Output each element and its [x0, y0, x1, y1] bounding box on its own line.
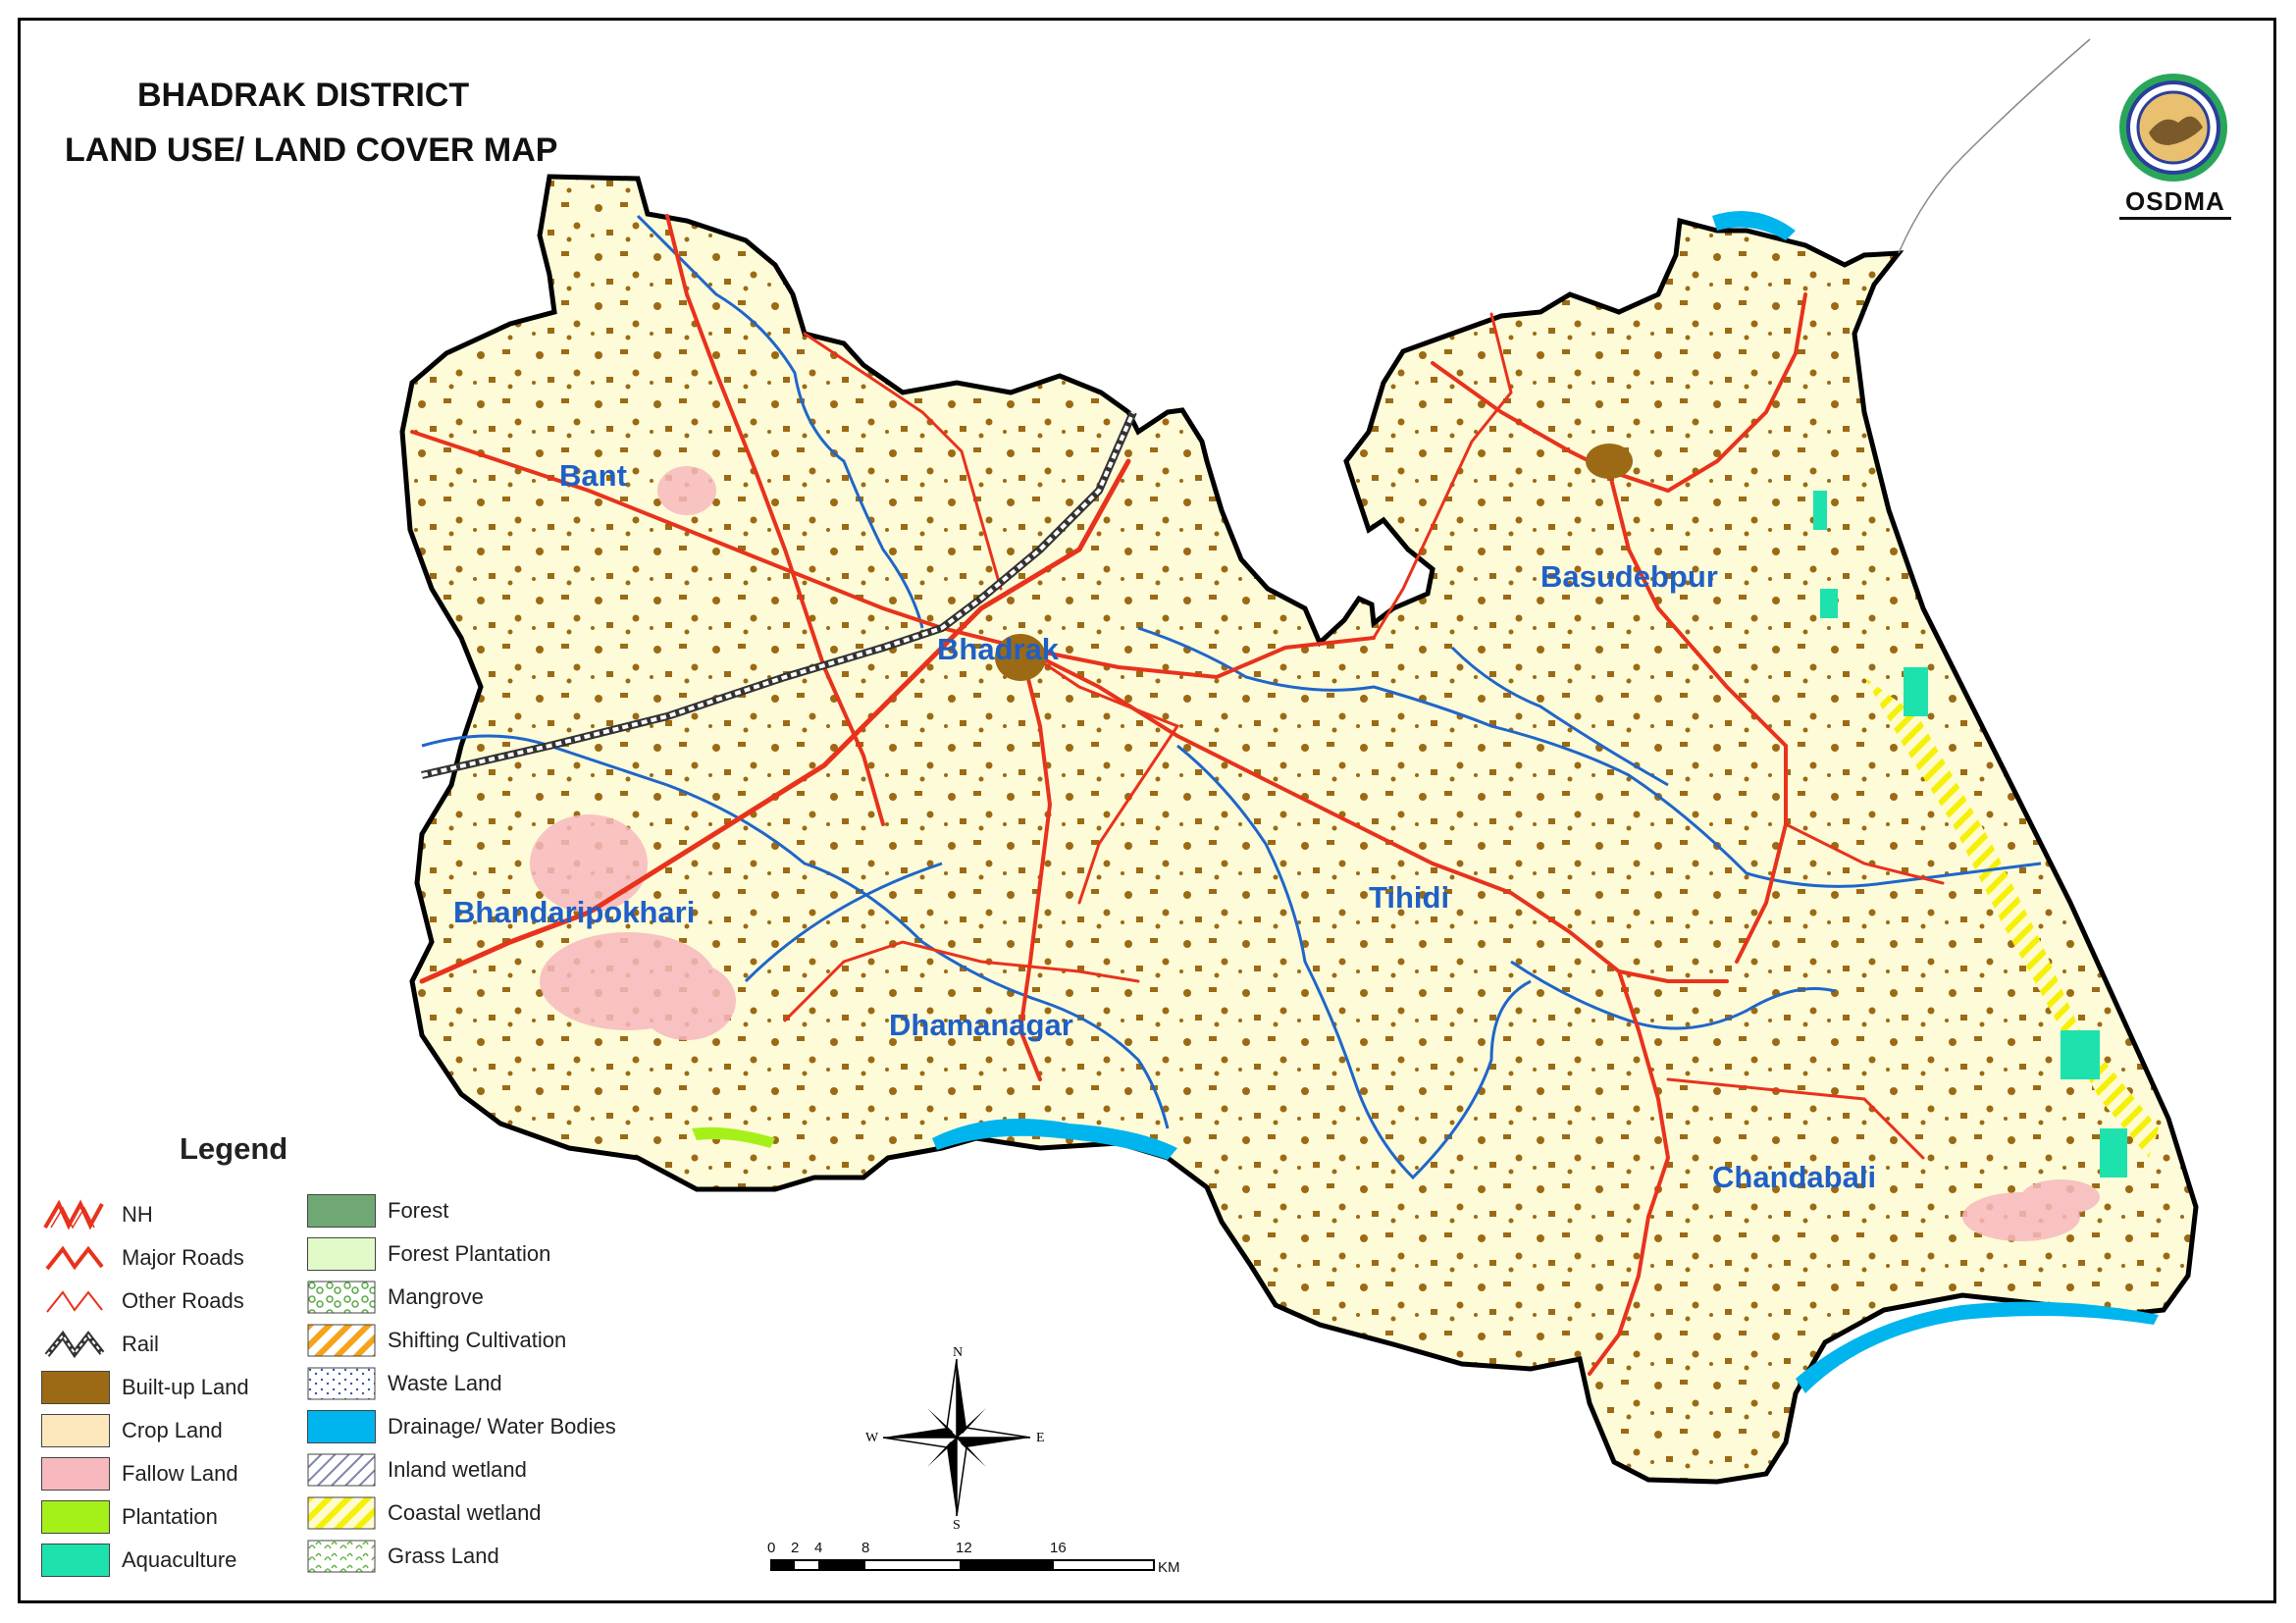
legend-label: Forest [388, 1198, 449, 1223]
compass-n: N [953, 1345, 963, 1360]
scale-tick-4: 4 [814, 1540, 822, 1556]
coastline-outline [1898, 38, 2091, 254]
compass-e: E [1036, 1431, 1045, 1445]
major-road-7 [1607, 469, 1788, 964]
place-label-dhamanagar: Dhamanagar [889, 1008, 1073, 1042]
compass-w: W [865, 1431, 879, 1445]
major-road-3 [665, 214, 885, 826]
legend-title: Legend [180, 1131, 288, 1166]
map-title-landuse: LAND USE/ LAND COVER MAP [65, 131, 558, 169]
legend-label: Crop Land [122, 1418, 223, 1442]
legend-label: Rail [122, 1332, 159, 1356]
place-label-chandabali: Chandabali [1712, 1160, 1876, 1194]
legend-label: Aquaculture [122, 1547, 237, 1572]
map-title-district: BHADRAK DISTRICT [137, 77, 470, 114]
major-road-2 [1018, 646, 1729, 983]
major-road-1 [410, 430, 1376, 680]
scale-tick-12: 12 [956, 1540, 972, 1556]
bhadrak-town [995, 634, 1046, 681]
legend-label: Waste Land [388, 1371, 502, 1395]
scale-tick-labels: 0 2 4 8 12 16 [767, 1540, 1067, 1556]
major-road-4 [1018, 646, 1053, 1081]
aquaculture-patches [1813, 491, 2127, 1178]
district-boundary [399, 174, 2199, 1485]
legend-item-forest-plantation: Forest Plantation [307, 1236, 550, 1272]
scale-tick-8: 8 [861, 1540, 869, 1556]
osdma-logo-text: OSDMA [2119, 186, 2231, 220]
legend-item-plantation: Plantation [41, 1499, 218, 1535]
scale-unit: KM [1158, 1559, 1180, 1576]
legend-label: NH [122, 1202, 153, 1227]
legend-item-nh: NH [41, 1197, 153, 1232]
legend-label: Mangrove [388, 1284, 484, 1309]
scale-tick-2: 2 [791, 1540, 799, 1556]
legend-item-forest: Forest [307, 1193, 448, 1229]
legend-item-waste-land: Waste Land [307, 1366, 502, 1401]
osdma-seal-icon [2119, 74, 2227, 182]
place-label-bant: Bant [559, 458, 627, 493]
legend-item-shifting-cultivation: Shifting Cultivation [307, 1323, 566, 1358]
scale-bar: 0 2 4 8 12 16 KM [767, 1540, 1180, 1576]
rail-line [421, 410, 1137, 779]
legend-item-built-up-land: Built-up Land [41, 1370, 249, 1405]
place-label-bhadrak: Bhadrak [937, 632, 1060, 666]
legend-item-crop-land: Crop Land [41, 1413, 223, 1448]
legend-item-rail: Rail [41, 1327, 159, 1362]
scale-tick-0: 0 [767, 1540, 775, 1556]
legend-label: Forest Plantation [388, 1241, 551, 1266]
legend-label: Drainage/ Water Bodies [388, 1414, 616, 1439]
legend-label: Major Roads [122, 1245, 244, 1270]
fallow-land-patches [530, 466, 2100, 1241]
legend-item-other-roads: Other Roads [41, 1283, 244, 1319]
legend-label: Built-up Land [122, 1375, 249, 1399]
water-bodies [692, 211, 2159, 1393]
basudebpur-town [1586, 444, 1633, 479]
place-label-basudebpur: Basudebpur [1540, 559, 1718, 594]
legend-item-fallow-land: Fallow Land [41, 1456, 238, 1492]
legend-label: Fallow Land [122, 1461, 238, 1486]
compass-s: S [953, 1518, 961, 1531]
major-road-5 [1588, 969, 1671, 1376]
scale-tick-16: 16 [1050, 1540, 1067, 1556]
legend-label: Plantation [122, 1504, 218, 1529]
legend-item-drainage-water-bodies: Drainage/ Water Bodies [307, 1409, 616, 1444]
rivers [421, 214, 2042, 1180]
legend-label: Grass Land [388, 1544, 499, 1568]
compass-rose-icon: N S E W [865, 1345, 1045, 1531]
legend-item-coastal-wetland: Coastal wetland [307, 1495, 542, 1531]
place-label-bhandaripokhari: Bhandaripokhari [453, 895, 695, 929]
legend-label: Shifting Cultivation [388, 1328, 567, 1352]
legend-label: Coastal wetland [388, 1500, 542, 1525]
major-road-6 [1431, 292, 1807, 494]
roads [410, 214, 1945, 1376]
legend-item-mangrove: Mangrove [307, 1280, 484, 1315]
legend-item-aquaculture: Aquaculture [41, 1543, 236, 1578]
place-label-tihidi: Tihidi [1369, 880, 1449, 915]
legend-label: Other Roads [122, 1288, 244, 1313]
legend-item-major-roads: Major Roads [41, 1240, 244, 1276]
legend-label: Inland wetland [388, 1457, 527, 1482]
legend-item-inland-wetland: Inland wetland [307, 1452, 527, 1488]
legend-item-grass-land: Grass Land [307, 1539, 499, 1574]
